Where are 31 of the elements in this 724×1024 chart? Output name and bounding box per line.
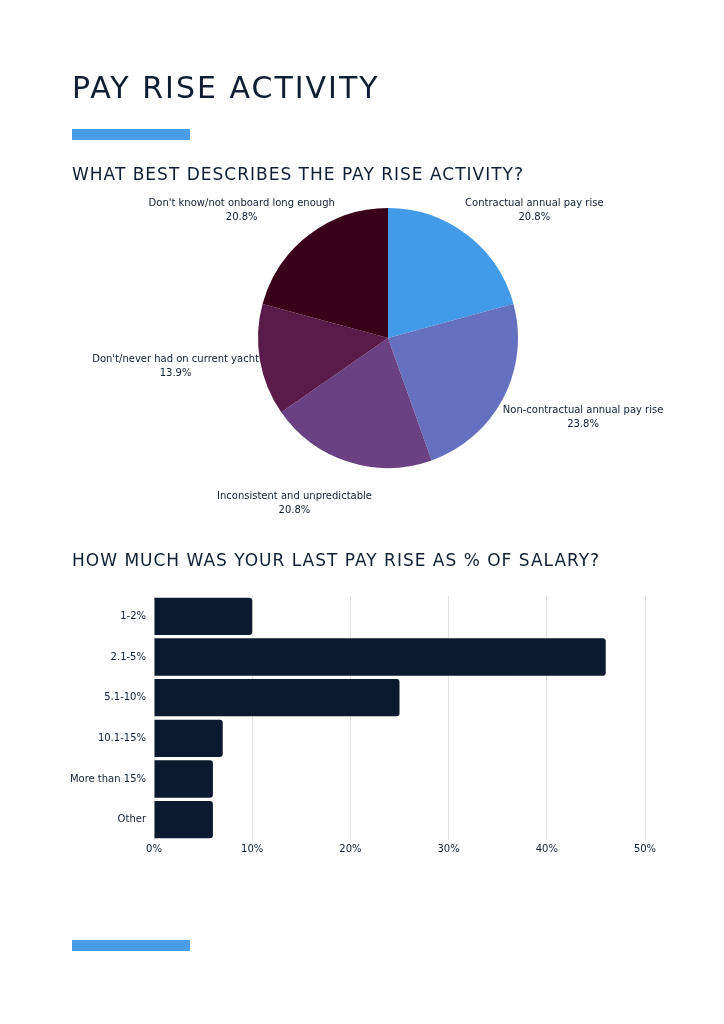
bar <box>154 719 223 758</box>
x-tick-label: 50% <box>633 842 657 854</box>
y-tick-label: 1-2% <box>120 609 146 621</box>
y-tick-label: 10.1-15% <box>97 731 146 743</box>
chart-title: HOW MUCH WAS YOUR LAST PAY RISE AS % OF SALARY? <box>72 550 601 570</box>
bar <box>154 597 253 636</box>
bar <box>154 760 213 798</box>
x-tick-label: 30% <box>437 842 460 854</box>
data-label: 13.9% <box>159 366 192 378</box>
data-label: 20.8% <box>518 211 551 222</box>
data-label: 20.8% <box>225 211 258 222</box>
data-label: 23.8% <box>567 418 599 430</box>
x-tick-label: 0% <box>146 842 162 854</box>
chart-subtitle: WHAT BEST DESCRIBES THE PAY RISE ACTIVITY? <box>72 164 524 184</box>
data-label: 20.8% <box>278 503 311 515</box>
slice-label: Non-contractual annual pay rise <box>502 404 664 416</box>
chart-title: PAY RISE ACTIVITY <box>72 70 380 105</box>
slice-label: Contractual annual pay rise <box>465 197 604 208</box>
slice-label: Don't know/not onboard long enough <box>148 197 335 208</box>
x-tick-label: 20% <box>339 842 362 854</box>
y-tick-label: 5.1-10% <box>104 691 146 703</box>
x-tick-label: 10% <box>241 842 264 854</box>
y-tick-label: 2.1-5% <box>110 650 146 662</box>
bar <box>154 638 606 676</box>
bar <box>154 800 213 839</box>
y-tick-label: Other <box>117 813 147 825</box>
x-tick-label: 40% <box>535 842 558 854</box>
slice-label: Inconsistent and unpredictable <box>217 489 372 501</box>
y-tick-label: More than 15% <box>69 772 146 784</box>
slice-label: Don't/never had on current yacht <box>92 352 259 364</box>
bar <box>154 678 400 717</box>
